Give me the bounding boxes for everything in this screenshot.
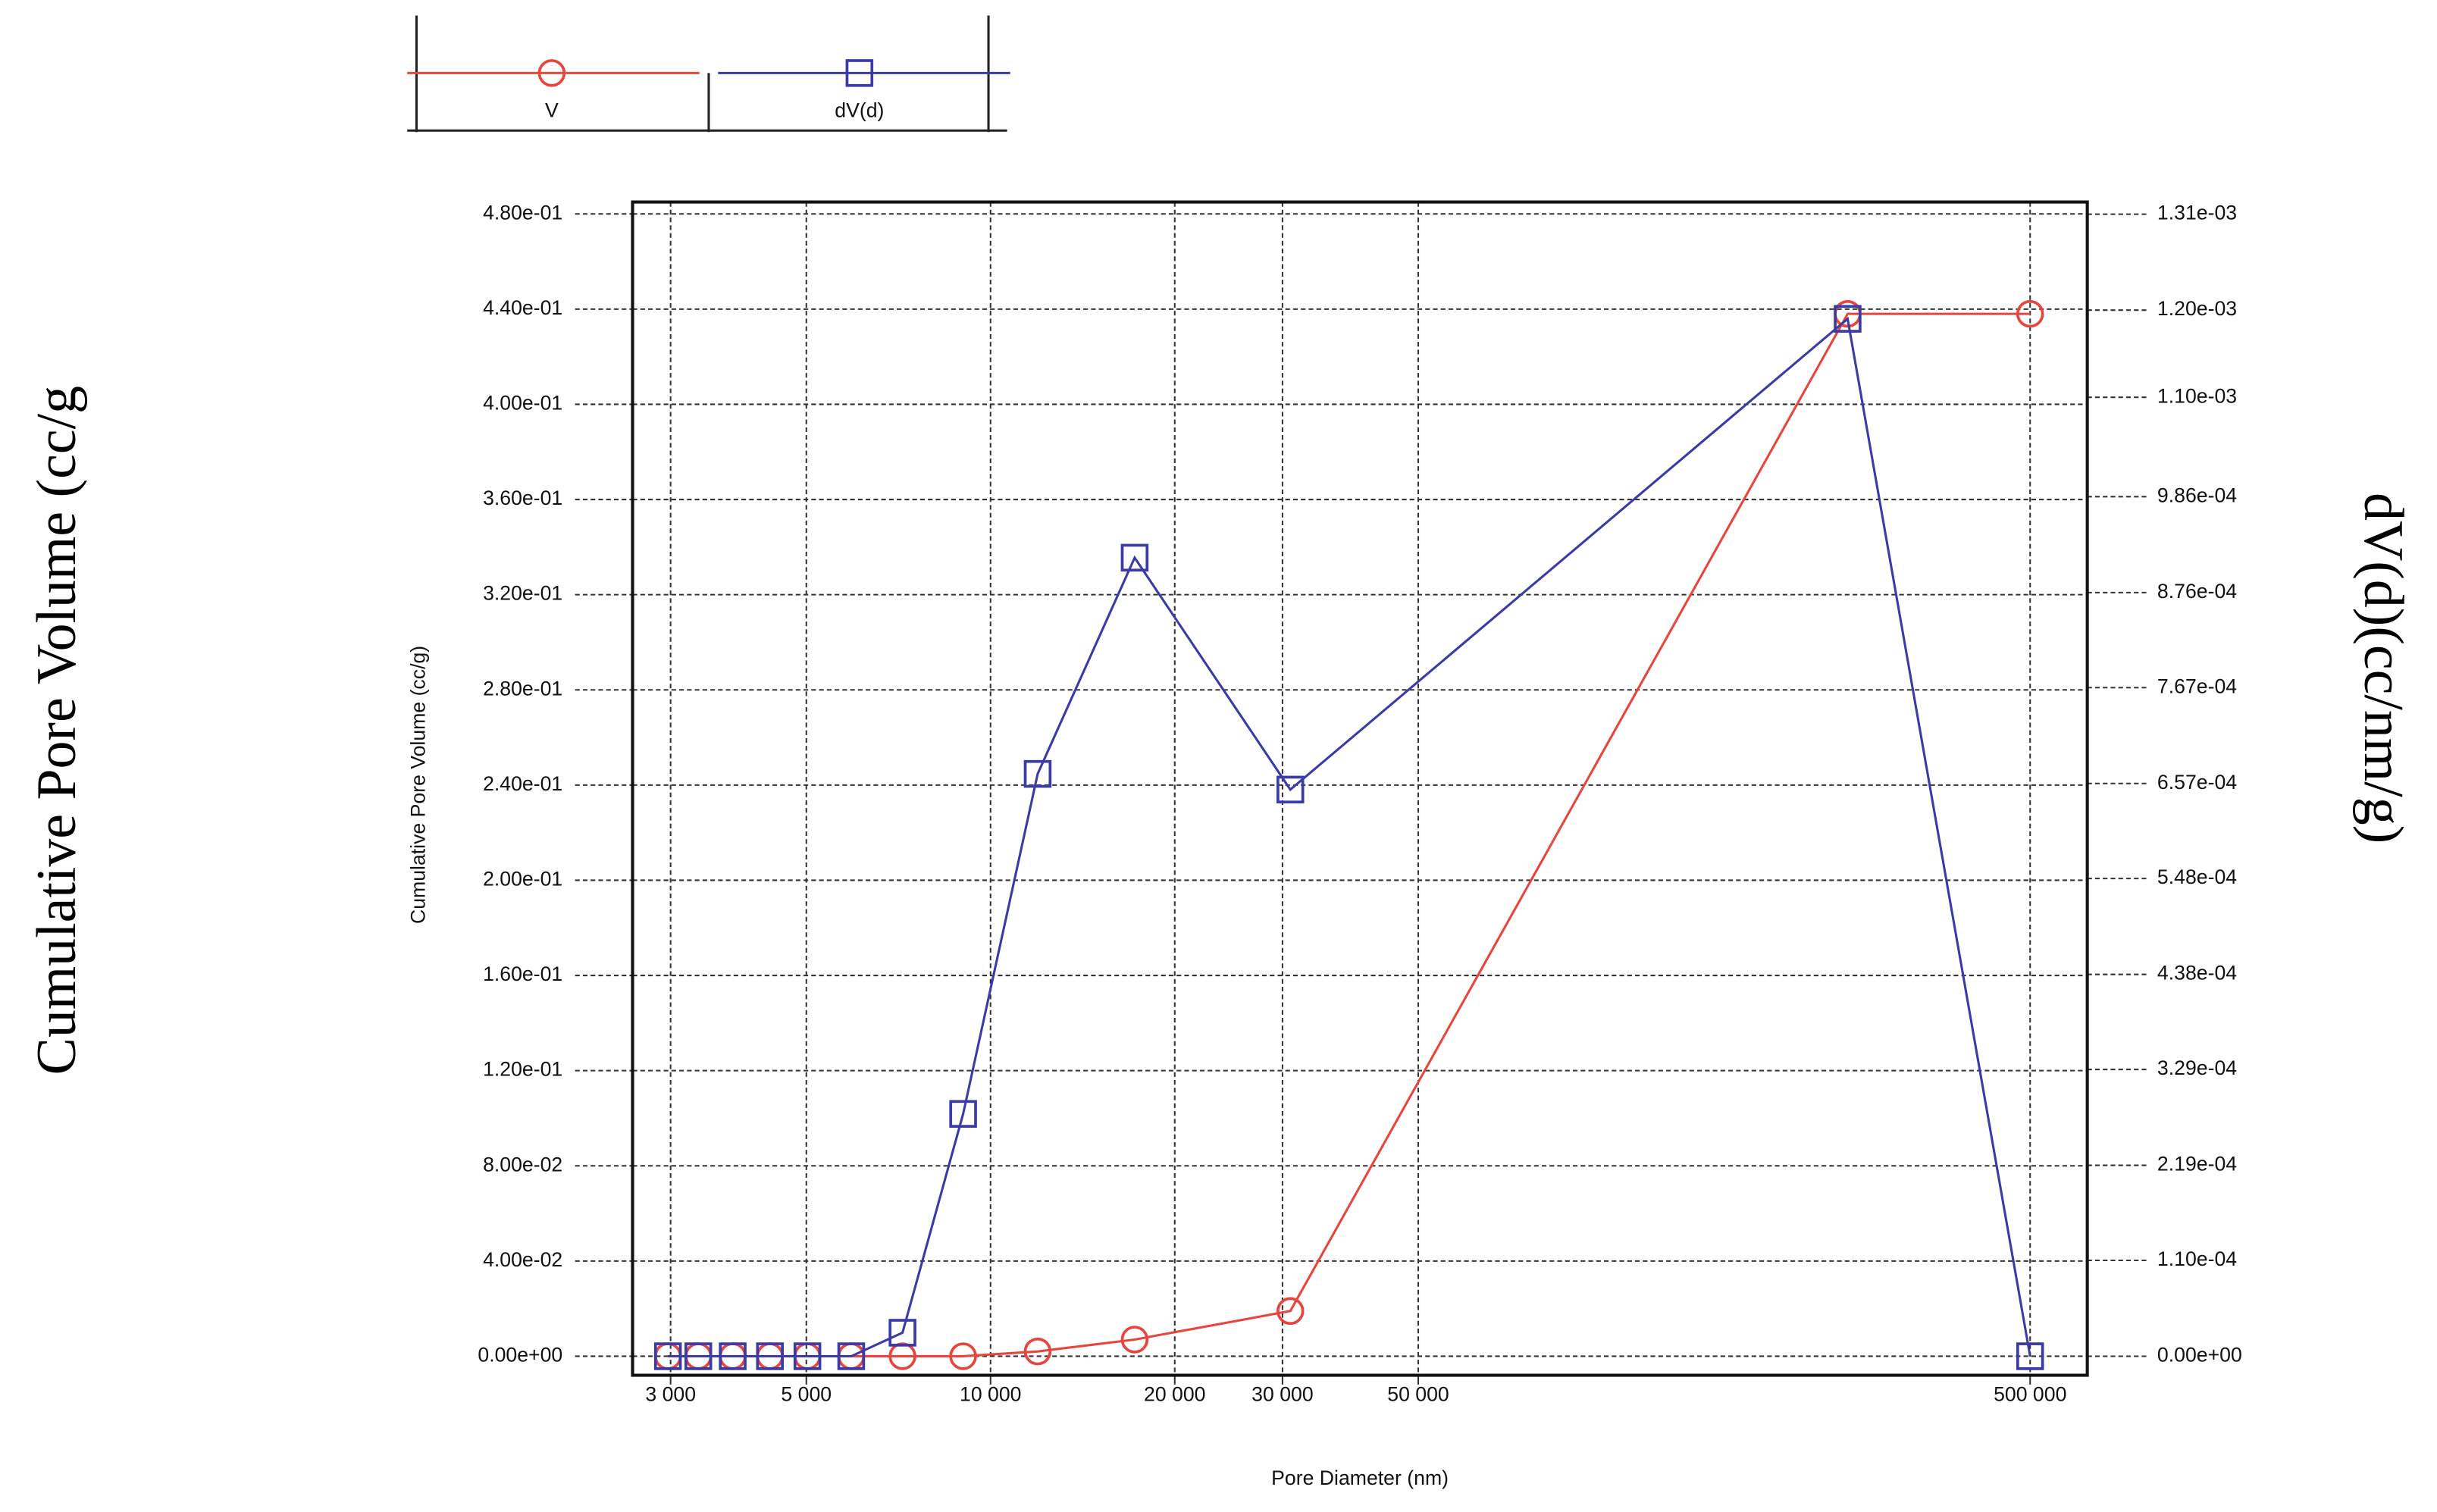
data-point — [653, 1342, 682, 1370]
y2-tick-label: 0.00e+00 — [2157, 1344, 2242, 1366]
y2-tick-label: 4.38e-04 — [2157, 962, 2237, 985]
data-point — [1023, 759, 1052, 788]
x-tick-label: 20 000 — [1144, 1382, 1205, 1405]
series-line — [668, 316, 2031, 1358]
data-point — [793, 1342, 822, 1370]
data-point — [719, 1342, 747, 1370]
y2-axis-title: dV(d)(cc/nm/g) — [2353, 493, 2415, 844]
x-tick-label: 3 000 — [645, 1382, 696, 1405]
legend-label: dV(d) — [835, 99, 884, 122]
y-tick-label: 3.20e-01 — [483, 582, 562, 605]
y2-tick-label: 3.29e-04 — [2157, 1057, 2237, 1079]
y-tick-label: 2.80e-01 — [483, 677, 562, 700]
y-tick-label: 3.60e-01 — [483, 487, 562, 509]
y-tick-label: 1.20e-01 — [483, 1058, 562, 1081]
y2-tick-label: 1.20e-03 — [2157, 297, 2237, 320]
y-tick-label: 2.40e-01 — [483, 772, 562, 795]
y-tick-label: 2.00e-01 — [483, 867, 562, 890]
data-point — [949, 1342, 977, 1370]
data-point — [888, 1319, 916, 1347]
y2-tick-label: 1.10e-03 — [2157, 384, 2237, 407]
data-point — [1120, 543, 1149, 572]
data-point — [684, 1342, 713, 1370]
y2-tick-label: 2.19e-04 — [2157, 1153, 2237, 1175]
x-tick-label: 30 000 — [1251, 1382, 1313, 1405]
y-tick-label: 8.00e-02 — [483, 1153, 562, 1175]
y-tick-label: 4.40e-01 — [483, 296, 562, 319]
data-point — [1276, 775, 1305, 804]
y2-tick-label: 1.10e-04 — [2157, 1247, 2237, 1270]
y-tick-label: 4.80e-01 — [483, 201, 562, 224]
data-point — [756, 1342, 784, 1370]
y2-tick-label: 6.57e-04 — [2157, 771, 2237, 794]
data-point — [1120, 1326, 1149, 1354]
y2-tick-label: 7.67e-04 — [2157, 675, 2237, 697]
legend-marker — [537, 59, 566, 87]
legend-marker — [845, 59, 874, 87]
y2-tick-label: 8.76e-04 — [2157, 580, 2237, 603]
y-axis-title-outer: Cumulative Pore Volume (cc/g — [25, 386, 87, 1075]
data-point — [2016, 1342, 2044, 1370]
y2-tick-label: 9.86e-04 — [2157, 484, 2237, 506]
y-tick-label: 1.60e-01 — [483, 963, 562, 985]
y-axis-title: Cumulative Pore Volume (cc/g) — [407, 646, 430, 924]
x-tick-label: 5 000 — [781, 1382, 832, 1405]
data-point — [1834, 305, 1862, 333]
data-point — [1023, 1337, 1052, 1366]
x-tick-label: 50 000 — [1387, 1382, 1449, 1405]
legend-label: V — [545, 99, 559, 122]
x-tick-label: 500 000 — [1994, 1382, 2066, 1405]
data-point — [2016, 299, 2044, 328]
data-point — [949, 1100, 977, 1128]
plot-frame — [631, 200, 2089, 1377]
x-tick-label: 10 000 — [960, 1382, 1021, 1405]
y2-tick-label: 1.31e-03 — [2157, 202, 2237, 224]
y-tick-label: 4.00e-01 — [483, 391, 562, 414]
y-tick-label: 4.00e-02 — [483, 1248, 562, 1271]
y-tick-label: 0.00e+00 — [478, 1343, 562, 1366]
data-point — [1276, 1297, 1305, 1326]
x-axis-title: Pore Diameter (nm) — [1271, 1467, 1449, 1489]
data-point — [837, 1342, 866, 1370]
y2-tick-label: 5.48e-04 — [2157, 866, 2237, 888]
